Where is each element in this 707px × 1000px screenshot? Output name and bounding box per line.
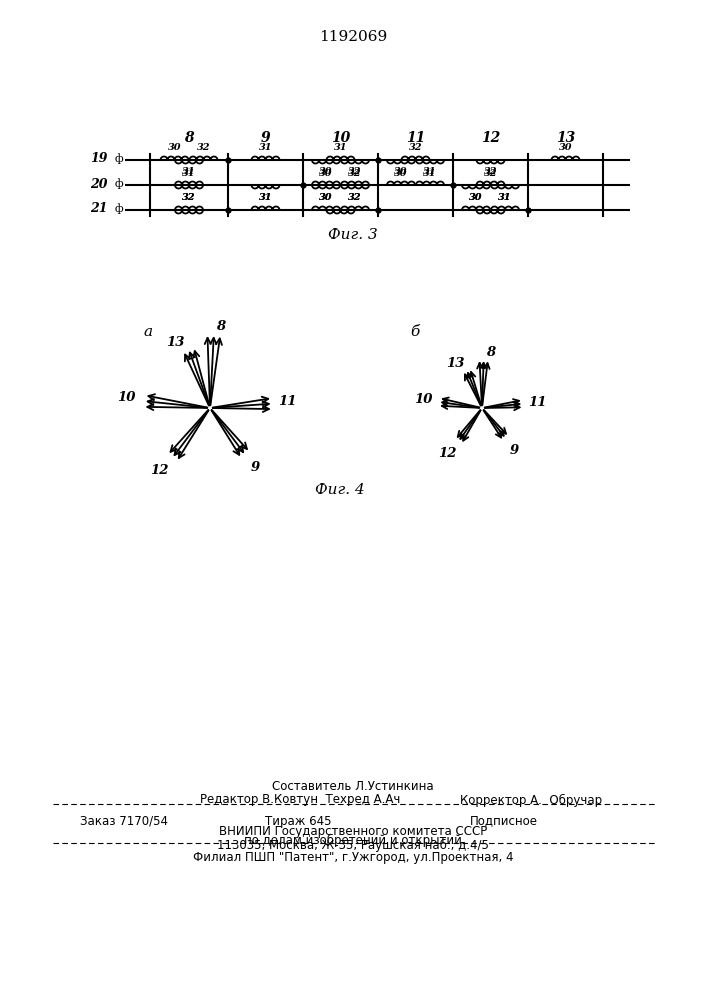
Text: 32: 32 <box>484 168 497 178</box>
Text: 32: 32 <box>349 194 362 202</box>
Text: 12: 12 <box>151 464 169 477</box>
Text: ВНИИПИ Государственного комитета СССР: ВНИИПИ Государственного комитета СССР <box>219 824 487 838</box>
Text: 31: 31 <box>259 143 272 152</box>
Text: 1192069: 1192069 <box>319 30 387 44</box>
Text: ф: ф <box>115 179 123 189</box>
Text: 8: 8 <box>185 131 194 145</box>
Text: 113035, Москва, Ж-35, Раушская наб., д.4/5: 113035, Москва, Ж-35, Раушская наб., д.4… <box>217 839 489 852</box>
Text: 10: 10 <box>331 131 350 145</box>
Text: Заказ 7170/54: Заказ 7170/54 <box>80 814 168 828</box>
Text: 12: 12 <box>438 447 457 460</box>
Text: Тираж 645: Тираж 645 <box>265 814 332 828</box>
Text: 31: 31 <box>498 192 512 202</box>
Text: 11: 11 <box>279 395 297 408</box>
Text: 31: 31 <box>259 194 272 202</box>
Text: 9: 9 <box>261 131 270 145</box>
Text: 10: 10 <box>414 393 433 406</box>
Text: 30: 30 <box>395 168 408 178</box>
Text: 9: 9 <box>510 444 519 457</box>
Text: ф: ф <box>115 154 123 164</box>
Text: 11: 11 <box>406 131 425 145</box>
Text: 32: 32 <box>349 167 362 176</box>
Text: ф: ф <box>115 204 123 214</box>
Text: 30: 30 <box>559 143 572 152</box>
Text: 32: 32 <box>197 143 210 152</box>
Text: Фиг. 3: Фиг. 3 <box>328 228 378 242</box>
Text: 13: 13 <box>446 357 464 370</box>
Text: 30: 30 <box>469 192 483 202</box>
Text: 30: 30 <box>320 167 333 176</box>
Text: 13: 13 <box>556 131 575 145</box>
Text: 31: 31 <box>182 168 196 178</box>
Text: Филиал ПШП "Патент", г.Ужгород, ул.Проектная, 4: Филиал ПШП "Патент", г.Ужгород, ул.Проек… <box>193 852 513 864</box>
Text: 32: 32 <box>182 194 196 202</box>
Text: 10: 10 <box>117 391 136 404</box>
Text: 32: 32 <box>484 167 497 176</box>
Text: 31: 31 <box>498 194 512 202</box>
Text: 30: 30 <box>469 194 483 202</box>
Text: Фиг. 4: Фиг. 4 <box>315 483 365 497</box>
Text: Подписное: Подписное <box>470 814 538 828</box>
Text: 32: 32 <box>349 168 362 178</box>
Text: 21: 21 <box>90 202 108 216</box>
Text: 30: 30 <box>320 194 333 202</box>
Text: Составитель Л.Устинкина: Составитель Л.Устинкина <box>272 780 434 792</box>
Text: 30: 30 <box>168 143 181 152</box>
Text: 31: 31 <box>259 192 272 202</box>
Text: 30: 30 <box>320 168 333 178</box>
Text: 32: 32 <box>182 192 196 202</box>
Text: 8: 8 <box>216 320 226 333</box>
Text: 12: 12 <box>481 131 500 145</box>
Text: 8: 8 <box>486 346 496 359</box>
Text: Корректор А.  Обручар: Корректор А. Обручар <box>460 793 602 807</box>
Text: 31: 31 <box>423 167 437 176</box>
Text: 30: 30 <box>320 192 333 202</box>
Text: 19: 19 <box>90 152 108 165</box>
Text: по делам изобретений и открытий: по делам изобретений и открытий <box>244 833 462 847</box>
Text: Редактор В.Ковтун  Техред А.Ач: Редактор В.Ковтун Техред А.Ач <box>200 794 400 806</box>
Text: 31: 31 <box>334 143 347 152</box>
Text: 9: 9 <box>250 461 259 474</box>
Text: 13: 13 <box>166 336 185 349</box>
Text: 31: 31 <box>182 167 196 176</box>
Text: 32: 32 <box>409 143 422 152</box>
Text: 31: 31 <box>423 168 437 178</box>
Text: б: б <box>410 325 420 339</box>
Text: а: а <box>144 325 153 339</box>
Text: 20: 20 <box>90 178 108 190</box>
Text: 11: 11 <box>528 396 547 409</box>
Text: 32: 32 <box>349 192 362 202</box>
Text: 30: 30 <box>395 167 408 176</box>
